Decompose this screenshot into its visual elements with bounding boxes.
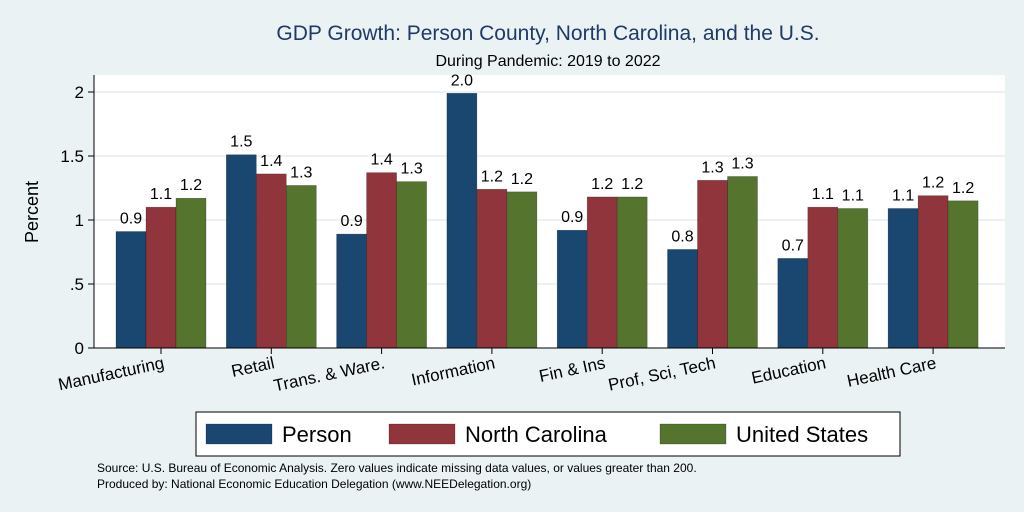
bar — [807, 206, 839, 349]
x-category-label: Prof, Sci, Tech — [606, 353, 717, 394]
data-label: 1.2 — [922, 175, 944, 192]
data-label: 1.3 — [701, 159, 723, 176]
bar — [917, 195, 949, 349]
data-label: 1.2 — [511, 171, 533, 188]
bar — [727, 176, 758, 349]
x-category-label: Health Care — [845, 353, 938, 390]
data-label: 1.2 — [481, 168, 503, 185]
y-tick-label: .5 — [70, 275, 84, 294]
data-label: 1.4 — [370, 152, 392, 169]
bar — [837, 208, 869, 349]
bar — [366, 172, 397, 349]
data-label: 1.1 — [892, 187, 914, 204]
y-axis-title: Percent — [22, 181, 42, 243]
x-category-label: Education — [750, 353, 828, 387]
y-tick-label: 1.5 — [60, 147, 84, 166]
bar — [777, 258, 809, 349]
data-label: 1.1 — [842, 187, 864, 204]
x-category-label: Manufacturing — [57, 353, 166, 394]
bar — [175, 197, 207, 349]
data-label: 1.2 — [180, 177, 202, 194]
data-label: 0.9 — [120, 211, 142, 228]
data-label: 1.2 — [621, 176, 643, 193]
bar — [947, 200, 979, 349]
bar — [887, 208, 919, 349]
data-label: 1.3 — [290, 164, 312, 181]
x-category-label: Trans. & Ware. — [272, 353, 387, 395]
bar — [616, 196, 648, 349]
y-tick-label: 2 — [75, 83, 84, 102]
bar — [667, 249, 698, 349]
bar — [396, 181, 427, 349]
bar — [255, 173, 287, 349]
data-label: 1.5 — [230, 134, 252, 151]
data-label: 1.1 — [150, 186, 172, 203]
bar — [285, 185, 317, 349]
bar — [145, 206, 177, 349]
source-note: Source: U.S. Bureau of Economic Analysis… — [97, 461, 697, 475]
bar — [506, 191, 538, 349]
bar — [556, 229, 588, 349]
legend-swatch — [388, 423, 456, 445]
chart-subtitle: During Pandemic: 2019 to 2022 — [435, 53, 660, 70]
data-label: 0.9 — [340, 213, 362, 230]
bars — [115, 92, 979, 349]
data-label: 0.8 — [671, 228, 693, 245]
legend-swatch — [205, 423, 273, 445]
legend-label: North Carolina — [465, 422, 608, 447]
data-label: 1.2 — [591, 176, 613, 193]
bar — [446, 92, 478, 349]
y-axis: 0 .5 1 1.5 2 — [60, 83, 94, 358]
data-labels: 0.9 1.1 1.2 1.5 1.4 1.3 0.9 1.4 1.3 2.0 1.2 1.2 0.9 1… — [120, 72, 974, 254]
data-label: 1.3 — [400, 161, 422, 178]
data-label: 1.2 — [952, 180, 974, 197]
bar — [336, 233, 367, 349]
bar — [226, 154, 257, 349]
data-label: 0.9 — [561, 209, 583, 226]
data-label: 1.3 — [731, 155, 753, 172]
produced-by-note: Produced by: National Economic Education… — [97, 477, 531, 491]
data-label: 1.1 — [812, 186, 834, 203]
chart-title: GDP Growth: Person County, North Carolin… — [276, 22, 819, 45]
data-label: 2.0 — [451, 72, 473, 89]
y-tick-label: 0 — [75, 339, 84, 358]
x-category-label: Retail — [230, 353, 276, 381]
legend-swatch — [659, 423, 727, 445]
bar — [586, 196, 618, 349]
bar — [115, 231, 147, 349]
legend-box — [195, 411, 901, 457]
x-category-label: Fin & Ins — [537, 353, 607, 386]
legend-label: Person — [282, 422, 352, 447]
data-label: 1.4 — [260, 153, 282, 170]
bar — [476, 188, 508, 349]
bar — [697, 180, 728, 349]
y-tick-label: 1 — [75, 211, 84, 230]
legend: Person North Carolina United States — [195, 411, 901, 457]
data-label: 0.7 — [782, 237, 804, 254]
legend-label: United States — [736, 422, 868, 447]
x-category-label: Information — [410, 353, 497, 389]
